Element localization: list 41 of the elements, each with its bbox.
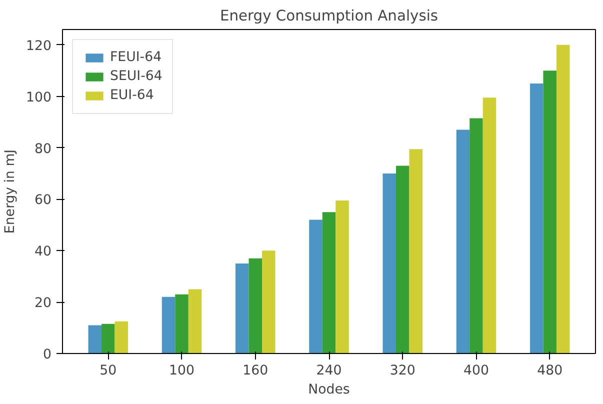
bar	[482, 98, 496, 354]
x-tick-label: 480	[537, 364, 563, 378]
bar	[470, 118, 483, 354]
bar	[396, 166, 410, 354]
bar	[456, 130, 470, 354]
bar	[114, 321, 128, 354]
chart-title: Energy Consumption Analysis	[220, 8, 438, 24]
legend-label: SEUI-64	[110, 69, 162, 84]
x-axis-title: Nodes	[308, 382, 350, 398]
bar	[248, 258, 262, 354]
x-tick-label: 160	[242, 364, 268, 378]
bar	[188, 289, 202, 354]
bar	[175, 294, 188, 354]
y-axis-title: Energy in mJ	[3, 149, 18, 234]
bar	[102, 324, 115, 354]
bar	[88, 325, 102, 354]
legend-label: FEUI-64	[110, 50, 162, 65]
bar	[236, 264, 249, 354]
bar	[309, 220, 322, 354]
y-tick-label: 40	[34, 244, 52, 260]
x-tick-label: 320	[390, 364, 416, 378]
x-tick-label: 400	[464, 364, 489, 378]
x-tick-label: 50	[100, 364, 117, 378]
bar	[556, 44, 570, 354]
bar	[336, 200, 349, 354]
y-tick-label: 20	[34, 296, 52, 312]
x-tick-label: 240	[316, 364, 342, 378]
bar	[262, 250, 276, 354]
bar	[409, 149, 422, 354]
y-tick-label: 60	[34, 193, 52, 208]
legend-label: EUI-64	[110, 88, 154, 103]
x-tick-label: 100	[169, 364, 194, 378]
bar	[322, 212, 336, 354]
bar	[530, 84, 544, 354]
bar	[162, 296, 176, 354]
bar	[382, 174, 396, 354]
bar	[543, 70, 556, 354]
y-tick-label: 80	[34, 142, 52, 157]
y-tick-label: 100	[26, 90, 52, 106]
y-tick-label: 120	[26, 38, 52, 54]
y-tick-label: 0	[43, 348, 52, 362]
